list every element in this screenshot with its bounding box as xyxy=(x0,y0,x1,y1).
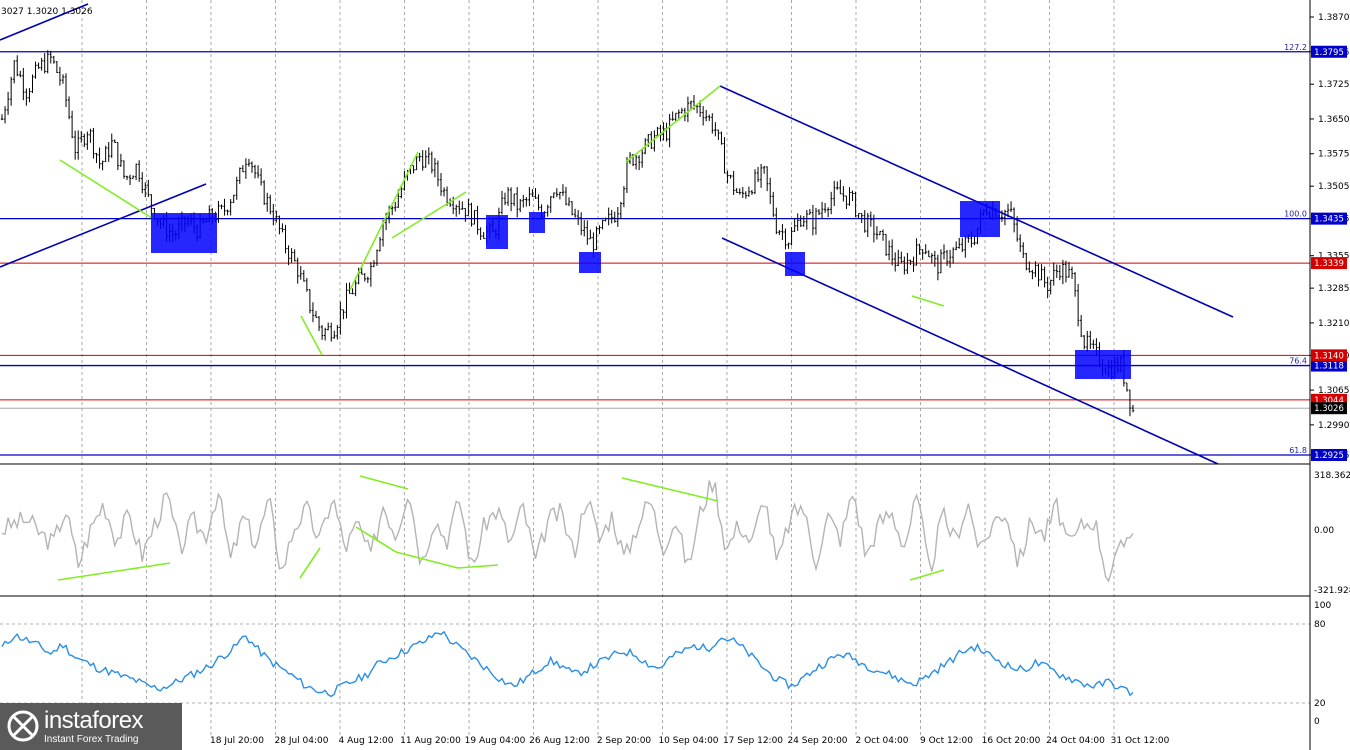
x-tick-label: 18 Jul 20:00 xyxy=(210,736,264,746)
instaforex-logo: instaforex Instant Forex Trading xyxy=(0,703,182,750)
x-tick-label: 11 Aug 20:00 xyxy=(400,736,461,746)
divergence-line xyxy=(911,295,945,307)
cci-line xyxy=(1,480,1134,583)
x-tick-label: 17 Sep 12:00 xyxy=(723,736,783,746)
fib-level-label: 76.4 xyxy=(1289,357,1307,366)
x-tick-label: 26 Aug 12:00 xyxy=(529,736,590,746)
red-price-badge-text: 1.3044 xyxy=(1314,396,1344,406)
y-tick-label: 1.3065 xyxy=(1318,386,1350,396)
blue-price-badge xyxy=(1311,359,1347,372)
fib-level-label: 127.2 xyxy=(1284,43,1307,52)
x-tick-label: 9 Oct 12:00 xyxy=(920,736,973,746)
current-price-badge-text: 1.3026 xyxy=(1314,404,1344,414)
y-tick-label: 1.3210 xyxy=(1318,319,1350,329)
y-tick-label: 1.3285 xyxy=(1318,284,1350,294)
zone-box xyxy=(579,252,601,273)
zone-box xyxy=(785,252,805,276)
zone-boxes xyxy=(151,201,1131,379)
zone-box xyxy=(1075,350,1131,379)
logo-wordmark: instaforex xyxy=(44,707,144,734)
y-tick-label: 1.2990 xyxy=(1318,421,1350,431)
cci-divergence-line xyxy=(395,551,459,569)
x-tick-label: 24 Oct 04:00 xyxy=(1046,736,1105,746)
x-axis: 18 Jul 20:00 28 Jul 04:00 4 Aug 12:00 11 Au… xyxy=(210,736,1170,746)
price-annotations xyxy=(0,3,1234,465)
cci-divergence-line xyxy=(359,475,409,490)
rsi-panel xyxy=(0,623,1310,704)
red-price-badge xyxy=(1311,349,1347,362)
cci-divergence-line xyxy=(621,477,719,502)
cci-panel xyxy=(1,475,1134,583)
divergence-line xyxy=(391,191,467,239)
zone-box xyxy=(151,213,217,253)
cci-divergence-line xyxy=(909,569,945,581)
x-tick-label: 24 Sep 20:00 xyxy=(787,736,847,746)
x-tick-label: 19 Aug 04:00 xyxy=(465,736,526,746)
x-tick-label: 4 Aug 12:00 xyxy=(339,736,394,746)
blue-price-badge xyxy=(1311,449,1347,461)
cci-divergence-line xyxy=(355,526,397,553)
blue-price-badge xyxy=(1311,212,1347,225)
red-price-badge xyxy=(1311,257,1347,270)
divergence-line xyxy=(349,151,419,291)
trend-channel-line xyxy=(0,3,89,41)
cci-y-tick-label: -321.9280 xyxy=(1314,586,1350,596)
price-candles xyxy=(0,50,1135,417)
price-levels: 127.2 100.0 76.4 61.8 xyxy=(0,43,1310,456)
zone-box xyxy=(960,201,1000,237)
zone-box xyxy=(486,215,508,249)
rsi-polyline xyxy=(1,630,1134,698)
divergence-line xyxy=(59,159,156,221)
x-tick-label: 31 Oct 12:00 xyxy=(1111,736,1170,746)
y-tick-label: 1.3505 xyxy=(1318,182,1350,192)
rsi-y-tick-label: 0 xyxy=(1314,717,1320,727)
trend-channel-line xyxy=(0,183,207,268)
logo-tagline: Instant Forex Trading xyxy=(44,734,139,745)
fib-level-label: 100.0 xyxy=(1284,210,1307,219)
ohlc-header: 3027 1.3020 1.3026 xyxy=(1,7,93,17)
y-tick-label: 1.3355 xyxy=(1318,252,1350,262)
x-tick-label: 28 Jul 04:00 xyxy=(275,736,329,746)
red-price-badge-text: 1.3140 xyxy=(1314,351,1344,361)
x-tick-label: 2 Sep 20:00 xyxy=(597,736,652,746)
fib-level-label: 61.8 xyxy=(1289,446,1307,455)
zone-box xyxy=(529,212,545,233)
y-tick-label: 1.3870 xyxy=(1318,13,1350,23)
cci-divergence-lines xyxy=(57,475,945,581)
cci-divergence-line xyxy=(57,562,171,581)
blue-price-badge-text: 1.3118 xyxy=(1314,362,1344,372)
blue-price-badge-text: 1.2925 xyxy=(1314,451,1344,461)
y-tick-label: 1.3725 xyxy=(1318,80,1350,90)
rsi-y-tick-label: 20 xyxy=(1314,699,1326,709)
x-tick-label: 2 Oct 04:00 xyxy=(856,736,909,746)
divergence-line xyxy=(300,315,323,356)
rsi-line xyxy=(1,630,1134,698)
rsi-y-tick-label: 80 xyxy=(1314,620,1326,630)
blue-price-badge-text: 1.3435 xyxy=(1314,215,1344,225)
red-price-badge-text: 1.3339 xyxy=(1314,259,1344,269)
divergence-line xyxy=(625,85,721,163)
current-price-badge xyxy=(1311,402,1347,415)
y-tick-label: 1.3575 xyxy=(1318,150,1350,160)
blue-price-badge xyxy=(1311,45,1347,58)
instaforex-logo-icon xyxy=(7,710,39,742)
y-tick-label: 1.3650 xyxy=(1318,115,1350,125)
x-tick-label: 10 Sep 04:00 xyxy=(658,736,718,746)
rsi-y-tick-label: 100 xyxy=(1314,601,1331,611)
cci-y-tick-label: 318.3625 xyxy=(1314,471,1350,481)
cci-y-tick-label: 0.00 xyxy=(1314,526,1334,536)
blue-price-badge-text: 1.3795 xyxy=(1314,48,1344,58)
cci-divergence-line xyxy=(457,564,499,569)
price-badges: 1.3795 1.3435 1.3118 1.2925 1.3339 1.3140 1.30… xyxy=(1311,45,1347,461)
cci-divergence-line xyxy=(299,547,321,579)
cci-polyline xyxy=(1,480,1134,583)
price-panel: 127.2 100.0 76.4 61.8 3027 1.3020 1.3026 xyxy=(0,3,1310,465)
x-tick-label: 16 Oct 20:00 xyxy=(982,736,1041,746)
